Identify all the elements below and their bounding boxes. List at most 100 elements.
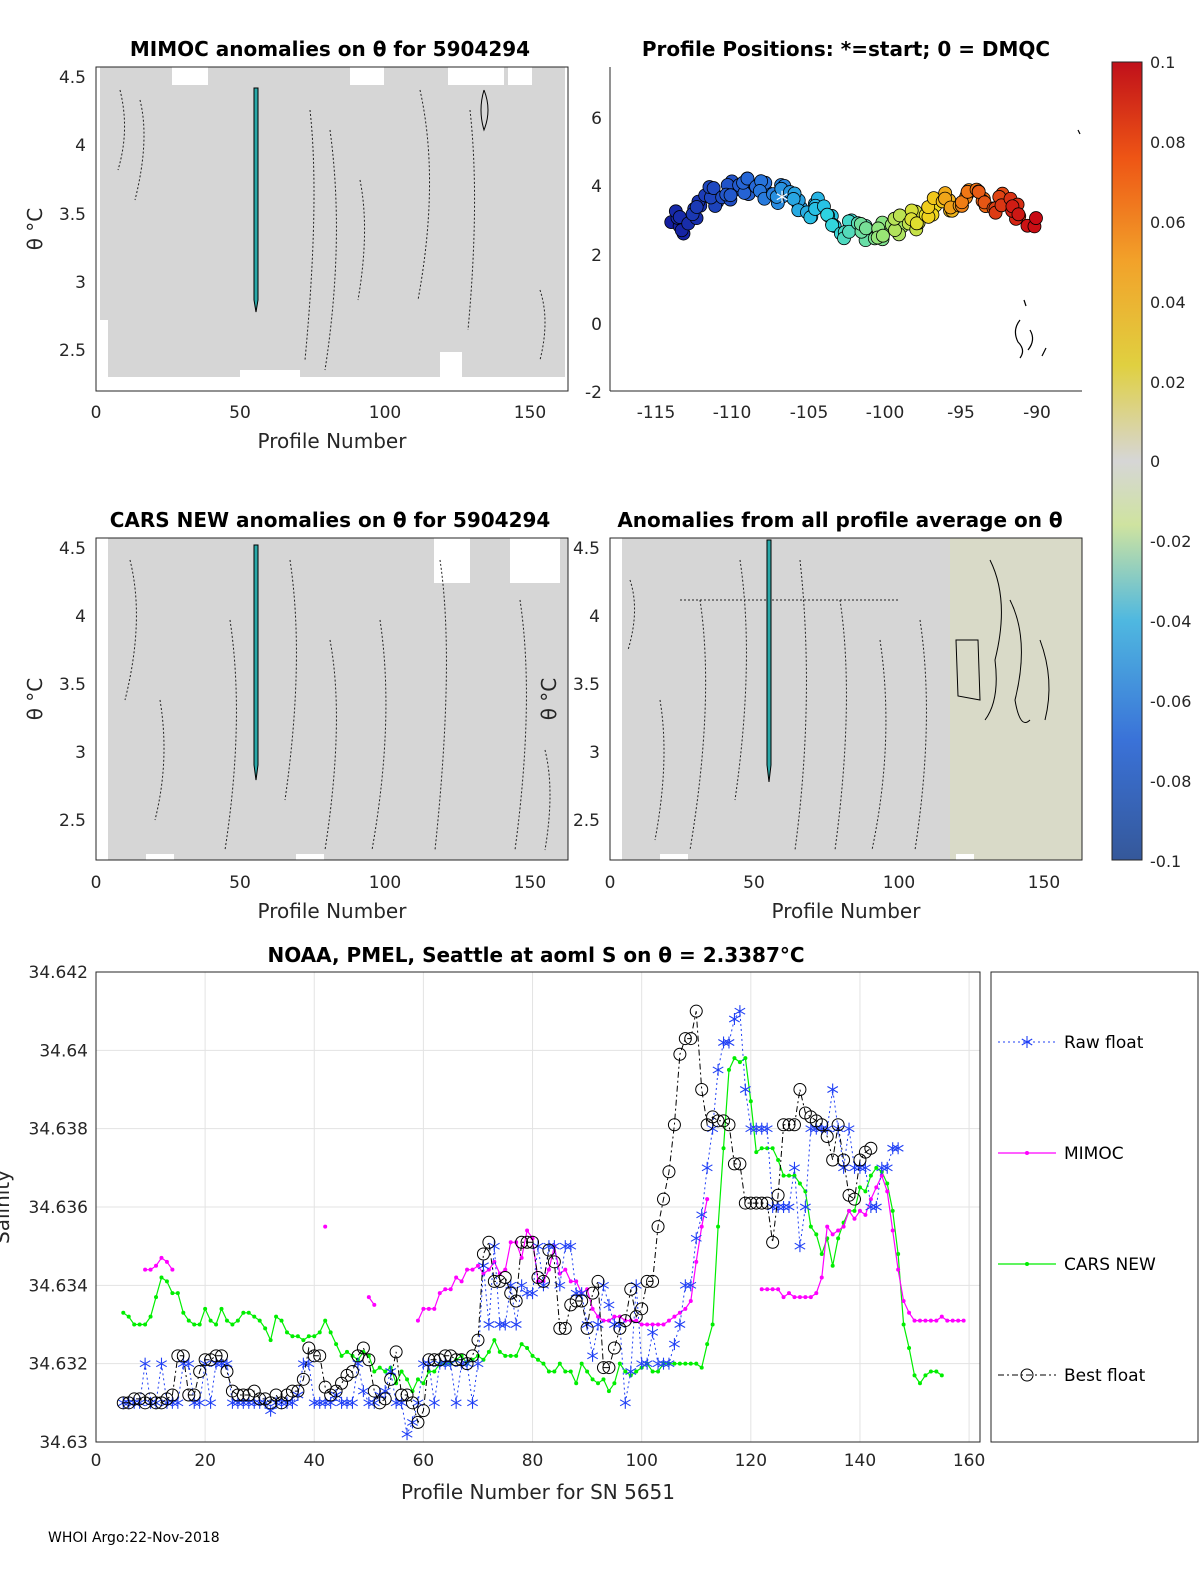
data-point (586, 1286, 600, 1300)
data-point (857, 1208, 862, 1213)
positions-xtick: -90 (1023, 403, 1051, 423)
data-point (165, 1388, 179, 1402)
data-point (148, 1267, 153, 1272)
data-point (526, 1235, 540, 1249)
data-point (772, 1201, 784, 1213)
allavg-contours-solid (955, 559, 1050, 723)
data-point (405, 1377, 410, 1382)
data-point (176, 1349, 190, 1363)
data-point (519, 1255, 524, 1260)
data-point (934, 1369, 939, 1374)
data-point (606, 1389, 611, 1394)
data-point (639, 1322, 644, 1327)
cars-contours (124, 559, 551, 851)
mimoc-contour-solid (480, 89, 489, 132)
salinity-xtick: 140 (844, 1451, 876, 1471)
data-point (939, 1373, 944, 1378)
mimoc-ytick: 3 (75, 273, 86, 293)
data-point (350, 1353, 355, 1358)
data-point (778, 1201, 790, 1213)
data-point (394, 1381, 399, 1386)
profile-position (909, 216, 924, 231)
profile-position (1029, 211, 1043, 225)
data-point (346, 1396, 358, 1409)
allavg-gap (660, 854, 688, 860)
data-point (508, 1353, 513, 1358)
data-point (683, 1306, 688, 1311)
data-point (366, 1295, 371, 1300)
data-point (677, 1361, 682, 1366)
data-point (716, 1224, 721, 1229)
data-point (416, 1404, 430, 1418)
mimoc-ylabel: θ °C (23, 208, 47, 251)
data-point (885, 1189, 890, 1194)
legend-item: Best float (998, 1366, 1146, 1386)
data-point (793, 1083, 807, 1096)
cars-anomaly-strip (253, 544, 259, 781)
data-point (876, 1161, 888, 1174)
data-point (825, 1224, 830, 1229)
data-point (467, 1396, 479, 1409)
data-point (494, 1318, 506, 1331)
data-point (357, 1385, 369, 1398)
data-point (339, 1353, 344, 1358)
data-point (634, 1318, 639, 1323)
data-point (668, 1338, 680, 1351)
data-point (246, 1310, 251, 1315)
data-point (143, 1267, 148, 1272)
colorbar-tick: -0.1 (1150, 852, 1181, 871)
colorbar-tick: 0.1 (1150, 53, 1175, 72)
data-point (650, 1322, 655, 1327)
data-point (827, 1083, 839, 1096)
data-point (361, 1349, 366, 1354)
data-point (437, 1291, 442, 1296)
data-point (803, 1295, 808, 1300)
data-point (565, 1240, 577, 1253)
mimoc-anomaly-strip (253, 87, 259, 313)
salinity-axes-frame (95, 971, 981, 1443)
cars-xlabel: Profile Number (258, 899, 408, 923)
cars-ylabel: θ °C (23, 678, 47, 721)
data-point (399, 1369, 404, 1374)
data-point (557, 1271, 562, 1276)
salinity-xtick: 100 (625, 1451, 657, 1471)
data-point (341, 1396, 353, 1409)
data-point (781, 1295, 786, 1300)
data-point (536, 1274, 550, 1288)
legend-label: Best float (1064, 1366, 1146, 1386)
data-point (205, 1396, 217, 1409)
data-point (890, 1228, 895, 1233)
data-point (126, 1314, 131, 1319)
data-point (907, 1310, 912, 1315)
positions-xtick: -105 (790, 403, 829, 423)
cars-ytick: 2.5 (59, 811, 86, 831)
data-point (815, 1118, 829, 1132)
data-point (527, 1287, 539, 1300)
data-point (592, 1318, 604, 1331)
salinity-series (116, 1004, 966, 1441)
data-point (171, 1349, 185, 1363)
data-point (641, 1357, 653, 1370)
data-point (426, 1306, 431, 1311)
mimoc-xtick: 0 (91, 403, 102, 423)
data-point (563, 1267, 568, 1272)
data-point (214, 1322, 219, 1327)
data-point (745, 1122, 757, 1135)
data-point (421, 1381, 426, 1386)
data-point (756, 1122, 768, 1135)
data-point (760, 1196, 774, 1210)
cars-gap (296, 854, 324, 860)
data-point (819, 1275, 824, 1280)
data-point (525, 1228, 530, 1233)
data-point (923, 1318, 928, 1323)
legend-marker (1025, 1151, 1029, 1155)
data-point (673, 1047, 687, 1061)
data-point (656, 1322, 661, 1327)
legend-item: MIMOC (998, 1144, 1124, 1164)
data-point (132, 1322, 137, 1327)
data-point (220, 1365, 234, 1378)
positions-xtick: -110 (713, 403, 752, 423)
data-point (154, 1295, 159, 1300)
profile-position (689, 200, 704, 214)
data-point (219, 1306, 224, 1311)
